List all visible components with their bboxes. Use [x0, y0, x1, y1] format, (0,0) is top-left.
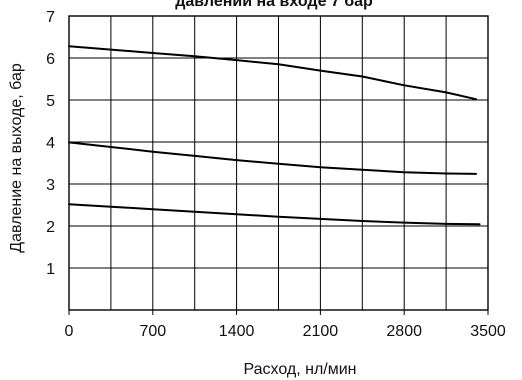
y-tick-label: 4 — [46, 135, 55, 152]
series-line-1 — [68, 45, 477, 101]
chart-title: давлении на входе 7 бар — [175, 0, 373, 10]
y-tick-label: 6 — [46, 51, 55, 68]
y-tick-label: 7 — [46, 9, 55, 26]
x-tick-label: 700 — [139, 323, 166, 340]
x-tick-label: 2100 — [303, 323, 339, 340]
x-tick-label: 0 — [65, 323, 74, 340]
series-line-2 — [68, 141, 477, 175]
y-axis-label: Давление на выходе, бар — [8, 63, 25, 253]
y-tick-labels: 1 2 3 4 5 6 7 — [46, 9, 55, 278]
y-tick-label: 3 — [46, 177, 55, 194]
series-line-3 — [68, 203, 481, 226]
x-tick-labels: 0 700 1400 2100 2800 3500 — [65, 310, 506, 340]
plot-frame — [68, 15, 489, 311]
y-tick-label: 1 — [46, 261, 55, 278]
x-tick-label: 1400 — [219, 323, 255, 340]
series-lines — [68, 45, 481, 226]
y-gridlines — [69, 57, 488, 269]
y-tick-label: 5 — [46, 93, 55, 110]
x-axis-label: Расход, нл/мин — [243, 361, 356, 378]
x-tick-label: 2800 — [386, 323, 422, 340]
x-tick-label: 3500 — [470, 323, 506, 340]
y-tick-label: 2 — [46, 219, 55, 236]
